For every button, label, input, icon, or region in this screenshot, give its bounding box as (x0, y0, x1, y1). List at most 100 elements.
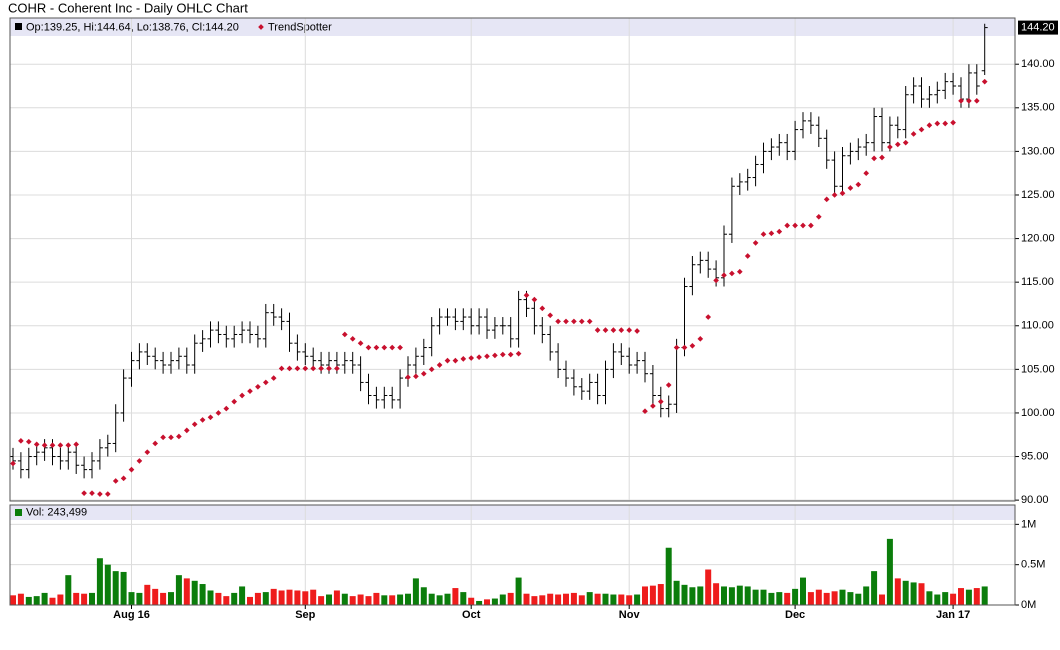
trend-dot (444, 357, 451, 364)
trend-dot (341, 331, 348, 338)
y-tick-label: 130.00 (1021, 145, 1055, 157)
trend-dot (665, 382, 672, 388)
legend-swatch (15, 509, 22, 516)
trend-dot (373, 344, 380, 351)
trend-dot (381, 344, 388, 351)
volume-bar (594, 593, 601, 605)
trend-dot (705, 314, 712, 320)
panel-border (9, 504, 1016, 606)
trend-dot (18, 438, 24, 444)
trend-dot (855, 181, 862, 188)
trend-dot (879, 154, 885, 161)
x-tick-label: Oct (462, 609, 481, 621)
trend-dot (673, 344, 680, 351)
volume-bar (586, 592, 593, 605)
volume-bar (855, 593, 862, 605)
volume-bar (847, 592, 854, 605)
x-tick-label: Jan 17 (936, 609, 970, 621)
volume-bar (823, 592, 830, 605)
legend-swatch (15, 23, 22, 30)
legend-text: Vol: 243,499 (26, 506, 87, 518)
volume-bar (183, 578, 190, 605)
trend-dot (610, 327, 617, 333)
volume-bar (792, 588, 799, 605)
volume-bar (902, 580, 909, 605)
trend-dot (286, 365, 293, 372)
trend-dot (626, 327, 633, 333)
trend-dot (428, 366, 435, 373)
volume-bar (10, 595, 16, 605)
trend-dot (413, 373, 419, 380)
trend-dot (262, 379, 269, 386)
trend-dot (729, 270, 735, 277)
last-price-box (1018, 20, 1058, 35)
trend-dot (183, 427, 190, 434)
volume-bar (515, 577, 522, 605)
legend-swatch (258, 24, 264, 30)
trend-dot (973, 97, 980, 104)
volume-bar (460, 592, 467, 605)
volume-bar (144, 584, 151, 605)
y-tick-label: 115.00 (1021, 276, 1054, 288)
volume-bar (33, 596, 40, 605)
trend-dot (25, 438, 32, 445)
trend-dot (310, 365, 317, 372)
trend-dot (405, 374, 411, 381)
volume-bar (547, 593, 554, 605)
volume-bar (89, 592, 95, 605)
volume-bar (444, 593, 451, 605)
volume-bar (815, 589, 822, 605)
volume-bar (231, 592, 238, 605)
volume-bar (468, 597, 475, 605)
trend-dot (958, 97, 964, 104)
y-tick-label: 0.5M (1021, 559, 1045, 571)
volume-bar (412, 578, 419, 605)
trend-dot (863, 170, 870, 177)
trend-dot (191, 421, 198, 428)
volume-bar (81, 593, 88, 605)
volume-bar (863, 586, 870, 605)
trend-dot (357, 340, 364, 347)
volume-bar (41, 592, 48, 605)
volume-bar (752, 589, 759, 605)
volume-bar (136, 592, 143, 605)
trend-dot (507, 351, 514, 358)
volume-bar (278, 590, 285, 605)
volume-bar (744, 586, 751, 605)
volume-bar (112, 571, 119, 605)
volume-bar (800, 577, 806, 605)
trend-dot (547, 312, 554, 319)
volume-bar (452, 588, 459, 605)
trend-dot (942, 120, 949, 127)
trend-dot (736, 268, 743, 275)
volume-bar (910, 582, 917, 605)
trend-dot (199, 417, 206, 423)
y-tick-label: 95.00 (1021, 450, 1049, 462)
volume-bar (373, 592, 380, 605)
volume-bar (871, 571, 878, 605)
volume-bar (436, 595, 443, 605)
trend-dot (634, 328, 640, 334)
volume-bar (420, 587, 427, 605)
trend-dot (326, 365, 332, 372)
trend-dot (365, 344, 372, 351)
volume-bar (886, 538, 893, 605)
trend-dot (223, 405, 230, 412)
volume-bar (610, 594, 617, 605)
trend-dot (950, 119, 956, 126)
volume-bar (397, 594, 404, 605)
volume-bar (507, 592, 514, 605)
trend-dot (255, 383, 261, 390)
trend-dot (871, 155, 877, 162)
trend-dot (104, 491, 111, 497)
volume-bar (389, 595, 396, 605)
legend-text: Op:139.25, Hi:144.64, Lo:138.76, Cl:144.… (26, 21, 239, 33)
volume-bar (965, 589, 972, 605)
volume-bar (349, 596, 356, 605)
trend-dot (389, 344, 396, 351)
y-tick-label: 105.00 (1021, 363, 1055, 375)
volume-bar (270, 588, 277, 605)
volume-bar (942, 592, 949, 605)
volume-bar (310, 589, 317, 605)
